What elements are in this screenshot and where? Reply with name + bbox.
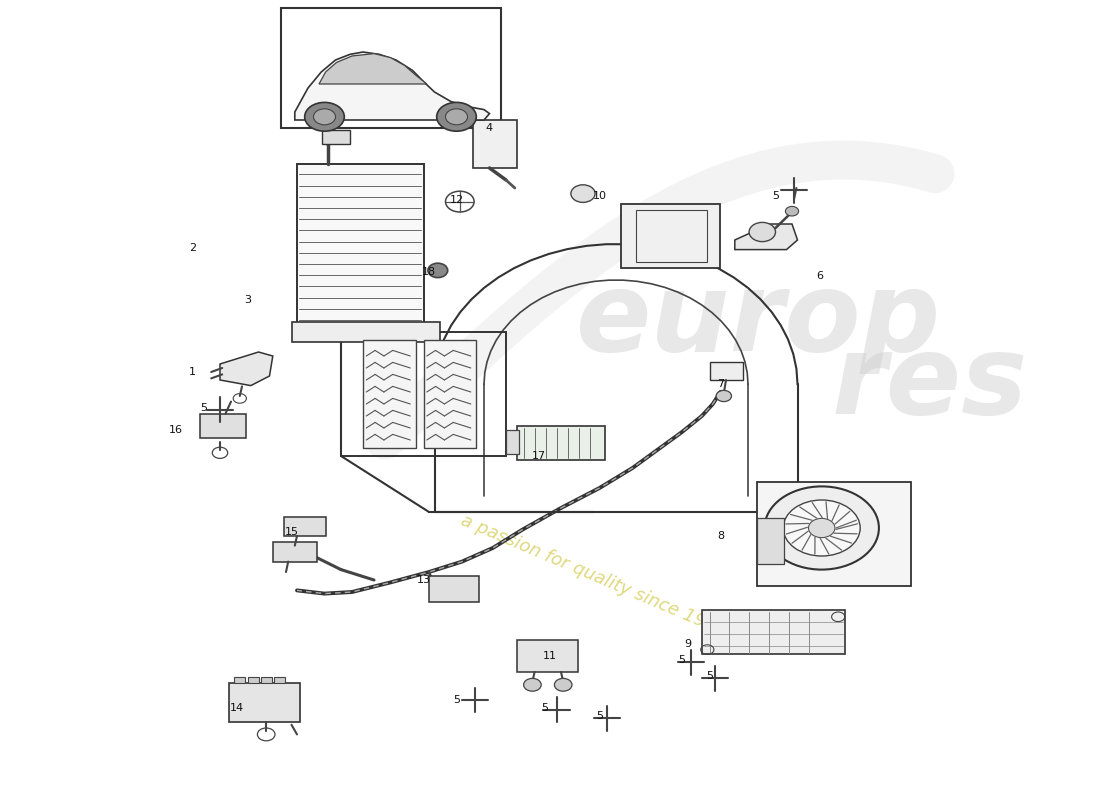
Text: 9: 9 (684, 639, 691, 649)
Polygon shape (220, 352, 273, 386)
Circle shape (764, 486, 879, 570)
Circle shape (571, 185, 595, 202)
Bar (517, 640, 578, 672)
Bar (229, 683, 300, 722)
Text: 5: 5 (453, 695, 460, 705)
Bar (702, 610, 845, 654)
Bar (273, 542, 317, 562)
Bar (506, 430, 519, 454)
Bar (429, 576, 478, 602)
Polygon shape (735, 224, 798, 250)
Circle shape (428, 263, 448, 278)
Bar (424, 340, 476, 448)
Text: 6: 6 (816, 271, 823, 281)
Bar (261, 677, 272, 683)
Text: 12: 12 (450, 195, 463, 205)
Bar (710, 362, 742, 380)
Bar (341, 332, 506, 456)
Text: 16: 16 (169, 426, 183, 435)
Text: res: res (832, 330, 1027, 438)
Text: 7: 7 (717, 379, 724, 389)
Circle shape (785, 206, 799, 216)
Text: 10: 10 (593, 191, 606, 201)
Bar (621, 204, 720, 268)
Text: 5: 5 (772, 191, 779, 201)
Circle shape (524, 678, 541, 691)
Bar (280, 8, 500, 128)
Circle shape (446, 191, 474, 212)
Circle shape (749, 222, 775, 242)
Text: 3: 3 (244, 295, 251, 305)
Text: 18: 18 (422, 267, 436, 277)
Circle shape (305, 102, 344, 131)
Bar (757, 518, 784, 564)
Polygon shape (295, 52, 490, 120)
Bar (297, 164, 424, 328)
Bar (274, 677, 285, 683)
Text: 13: 13 (417, 575, 430, 585)
Circle shape (554, 678, 572, 691)
Text: 14: 14 (230, 703, 243, 713)
Text: 17: 17 (532, 451, 546, 461)
Circle shape (437, 102, 476, 131)
Text: 5: 5 (679, 655, 685, 665)
Text: 4: 4 (486, 123, 493, 133)
Text: 2: 2 (189, 243, 196, 253)
Text: 5: 5 (541, 703, 548, 713)
Text: europ: europ (576, 266, 942, 374)
Text: 5: 5 (200, 403, 207, 413)
Bar (322, 130, 350, 144)
Text: 5: 5 (706, 671, 713, 681)
Circle shape (808, 518, 835, 538)
Circle shape (446, 109, 468, 125)
Bar (284, 517, 326, 536)
Text: 5: 5 (596, 711, 603, 721)
Text: a passion for quality since 1985: a passion for quality since 1985 (459, 512, 729, 640)
Circle shape (314, 109, 336, 125)
Text: 8: 8 (717, 531, 724, 541)
Text: 15: 15 (285, 527, 298, 537)
Bar (517, 426, 605, 460)
Bar (292, 322, 440, 342)
Bar (248, 677, 258, 683)
Circle shape (783, 500, 860, 556)
Bar (757, 482, 911, 586)
Bar (636, 210, 707, 262)
Text: 1: 1 (189, 367, 196, 377)
Bar (234, 677, 245, 683)
Bar (363, 340, 416, 448)
Bar (473, 120, 517, 168)
Text: 11: 11 (543, 651, 557, 661)
Circle shape (716, 390, 732, 402)
Bar (200, 414, 246, 438)
Polygon shape (319, 54, 427, 84)
